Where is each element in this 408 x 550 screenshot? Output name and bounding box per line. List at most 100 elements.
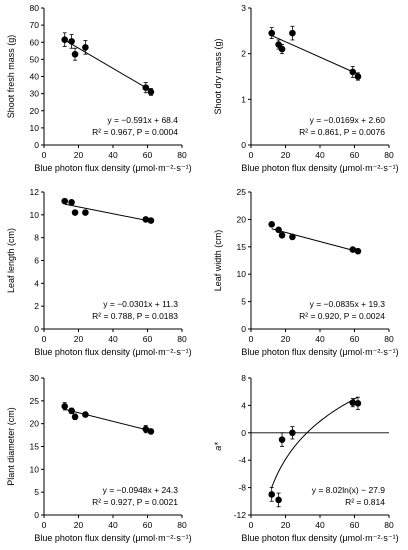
y-tick-label: 20 <box>30 419 40 429</box>
y-tick-label: 10 <box>237 269 247 279</box>
data-point <box>68 407 75 415</box>
y-tick-label: 80 <box>30 3 40 13</box>
x-tick-label: 20 <box>281 334 291 344</box>
data-point <box>275 226 282 234</box>
data-point <box>82 411 89 418</box>
y-axis-label: Shoot fresh mass (g) <box>6 35 16 119</box>
data-point <box>61 403 68 410</box>
x-tick-label: 60 <box>143 334 153 344</box>
y-axis-label: a* <box>213 442 223 451</box>
y-tick-label: 0 <box>241 324 246 334</box>
fit-line <box>64 408 152 432</box>
y-axis-label: Leaf length (cm) <box>6 228 16 293</box>
y-tick-label: 10 <box>30 210 40 220</box>
x-tick-label: 20 <box>74 334 84 344</box>
y-axis-label: Shoot dry mass (g) <box>213 38 223 114</box>
fit-line <box>271 396 359 488</box>
x-tick-label: 20 <box>74 150 84 160</box>
fit-equation: y = −0.0948x + 24.3 <box>103 485 179 495</box>
x-tick-label: 40 <box>108 150 118 160</box>
y-tick-label: 4 <box>34 278 39 288</box>
data-point <box>68 38 75 45</box>
data-point <box>268 221 276 228</box>
y-tick-label: 40 <box>30 72 40 82</box>
x-axis-label: Blue photon flux density (μmol·m⁻²·s⁻¹) <box>34 533 191 543</box>
y-tick-label: 6 <box>34 256 39 266</box>
fit-equation: R² = 0.920, P = 0.0024 <box>299 311 385 321</box>
fit-equation: y = −0.0301x + 11.3 <box>103 299 178 309</box>
y-tick-label: 10 <box>30 123 40 133</box>
y-tick-label: 30 <box>30 373 40 383</box>
fit-equation: R² = 0.861, P = 0.0076 <box>299 127 385 137</box>
x-tick-label: 0 <box>249 150 254 160</box>
y-tick-label: 4 <box>241 400 246 410</box>
x-tick-label: 80 <box>177 520 187 530</box>
data-point <box>349 399 357 406</box>
data-point <box>289 233 296 241</box>
data-point <box>268 491 276 498</box>
x-tick-label: 60 <box>143 150 153 160</box>
data-point <box>142 425 150 433</box>
data-point <box>354 73 362 80</box>
y-tick-label: 0 <box>241 428 246 438</box>
fit-equation: y = 8.02ln(x) − 27.9 <box>312 485 386 495</box>
y-tick-label: -8 <box>238 483 246 493</box>
chart-panel-3: 0 2 4 6 8 10 12 0 20 40 60 80 Blue photon flux densi… <box>6 187 192 357</box>
y-tick-label: 8 <box>34 233 39 243</box>
data-point <box>289 29 296 37</box>
x-tick-label: 40 <box>108 334 118 344</box>
data-point <box>278 436 286 443</box>
y-tick-label: 5 <box>34 487 39 497</box>
x-tick-label: 0 <box>42 520 47 530</box>
data-point <box>147 217 155 224</box>
x-tick-label: 80 <box>384 334 394 344</box>
data-point <box>354 400 362 407</box>
y-tick-label: 1 <box>241 94 246 104</box>
fit-equation: y = −0.591x + 68.4 <box>107 115 178 125</box>
y-tick-label: 15 <box>237 242 247 252</box>
y-tick-label: 70 <box>30 20 40 30</box>
x-tick-label: 20 <box>281 150 291 160</box>
fit-line <box>64 203 152 222</box>
x-axis-label: Blue photon flux density (μmol·m⁻²·s⁻¹) <box>241 347 398 357</box>
data-point <box>349 246 357 253</box>
data-point <box>268 29 276 37</box>
data-point <box>289 429 296 437</box>
data-point <box>61 36 68 43</box>
x-tick-label: 80 <box>177 150 187 160</box>
x-tick-label: 0 <box>42 334 47 344</box>
fit-equation: y = −0.0169x + 2.60 <box>310 115 386 125</box>
data-point <box>71 413 79 421</box>
y-tick-label: 2 <box>34 301 39 311</box>
y-tick-label: 0 <box>34 140 39 150</box>
x-tick-label: 60 <box>350 150 360 160</box>
x-tick-label: 0 <box>249 520 254 530</box>
chart-panel-4: 0 5 10 15 20 25 0 20 40 60 80 Blue photon flux dens… <box>213 187 399 357</box>
data-point <box>275 41 282 48</box>
fit-equation: R² = 0.927, P = 0.0021 <box>92 497 178 507</box>
fit-line <box>271 228 359 253</box>
fit-line <box>64 39 152 92</box>
data-point <box>71 50 79 58</box>
x-tick-label: 20 <box>281 520 291 530</box>
data-point <box>147 88 155 96</box>
y-tick-label: 20 <box>237 214 247 224</box>
data-point <box>71 209 79 216</box>
y-tick-label: 60 <box>30 37 40 47</box>
fit-line <box>271 35 359 75</box>
data-point <box>61 197 68 205</box>
x-tick-label: 60 <box>143 520 153 530</box>
y-tick-label: 10 <box>30 464 40 474</box>
y-axis-label: Plant diameter (cm) <box>6 407 16 486</box>
y-tick-label: 0 <box>34 324 39 334</box>
chart-panel-2: 0 1 2 3 0 20 40 60 80 Blue photon flux density (μ… <box>213 3 399 173</box>
data-point <box>147 428 155 435</box>
x-tick-label: 40 <box>108 520 118 530</box>
y-tick-label: 3 <box>241 3 246 13</box>
y-tick-label: 2 <box>241 49 246 59</box>
data-point <box>278 231 286 239</box>
x-tick-label: 0 <box>249 334 254 344</box>
y-tick-label: -4 <box>238 455 246 465</box>
